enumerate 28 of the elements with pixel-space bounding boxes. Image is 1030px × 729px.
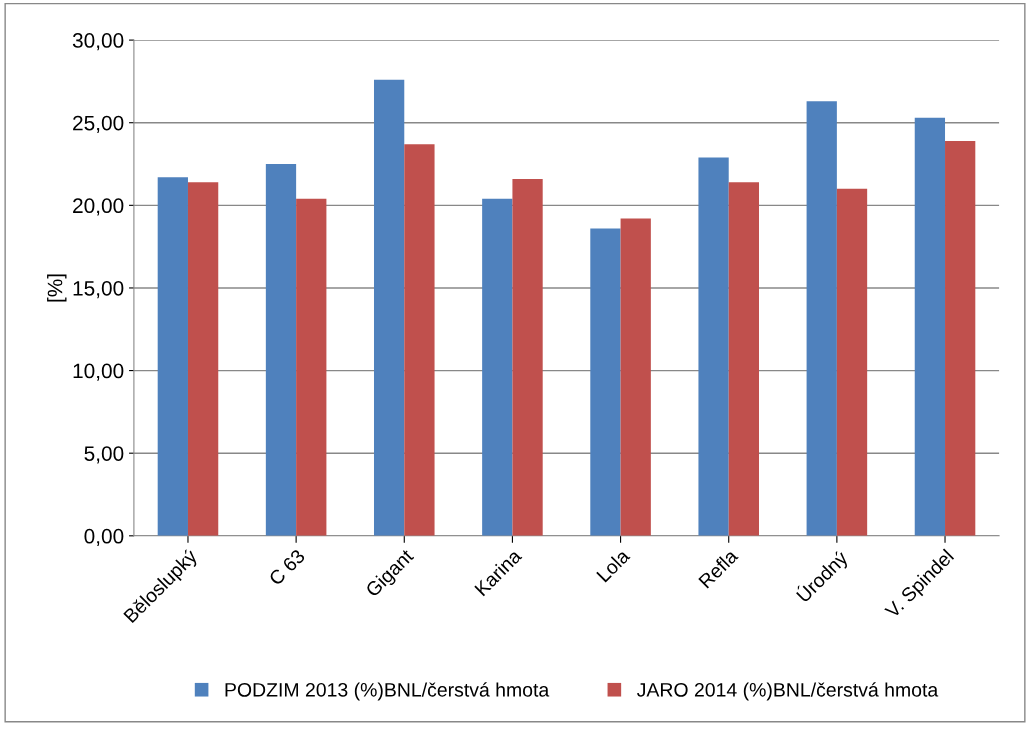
bar: [836, 188, 868, 536]
y-tick-label: 30,00: [72, 33, 124, 51]
bar: [296, 198, 327, 536]
bar: [590, 228, 621, 536]
y-tick-label: 25,00: [73, 115, 124, 133]
y-tick-label: 15,00: [73, 280, 124, 299]
x-tick-label: Lola: [595, 547, 631, 583]
bar: [157, 177, 188, 536]
bar: [698, 157, 729, 536]
bar: [373, 79, 405, 536]
x-tick-label: C 63: [268, 548, 306, 587]
legend-label: PODZIM 2013 (%)BNL/čerstvá hmota: [225, 682, 550, 701]
bar: [404, 144, 435, 536]
y-tick-label: 5,00: [84, 446, 124, 464]
y-tick-label: 20,00: [73, 198, 124, 216]
y-axis-title: [%]: [47, 274, 67, 302]
bar: [806, 101, 837, 536]
bar: [914, 117, 946, 536]
bar: [512, 178, 543, 536]
y-tick-label: 0,00: [84, 528, 124, 547]
bar: [945, 140, 976, 536]
bar: [265, 164, 297, 536]
bar: [728, 182, 760, 536]
bar: [187, 182, 219, 536]
y-tick-label: 10,00: [73, 363, 124, 381]
bar: [482, 198, 513, 536]
legend-label: JARO 2014 (%)BNL/čerstvá hmota: [637, 682, 939, 701]
bar: [620, 218, 651, 536]
